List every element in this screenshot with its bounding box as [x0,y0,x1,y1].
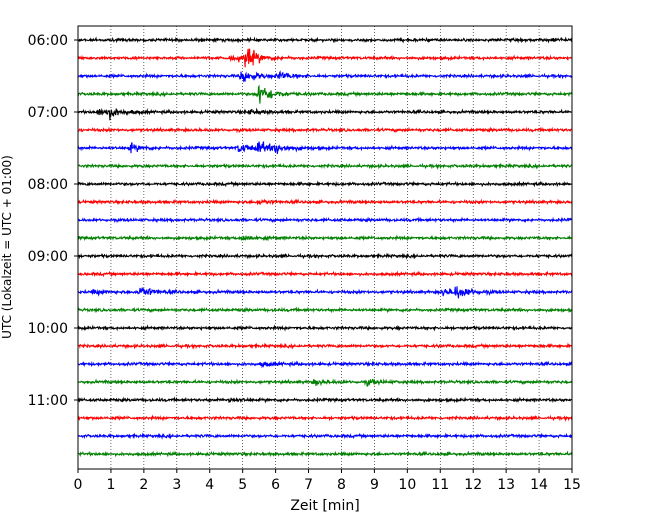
trace-0845 [77,234,573,242]
plot-background [78,26,572,469]
trace-1130 [77,432,573,440]
trace-1045 [77,378,573,387]
x-tick-label: 0 [74,477,83,493]
x-tick-label: 2 [139,477,148,493]
trace-1015 [77,342,573,351]
trace-0815 [77,198,573,206]
x-tick-label: 5 [238,477,247,493]
trace-0830 [77,216,573,224]
trace-0715 [77,126,573,134]
trace-0615 [77,48,573,68]
y-axis-title: UTC (Lokalzeit = UTC + 01:00) [0,155,14,339]
trace-0930 [77,286,573,299]
trace-0915 [77,270,573,278]
y-tick-label: 06:00 [28,33,68,49]
trace-0800 [77,180,573,188]
x-tick-label: 9 [370,477,379,493]
trace-0900 [77,252,573,260]
x-tick-label: 3 [172,477,181,493]
trace-1100 [77,396,573,404]
x-tick-label: 15 [563,477,581,493]
trace-0700 [77,107,573,121]
y-tick-label: 09:00 [28,249,68,265]
y-tick-label: 10:00 [28,321,68,337]
seismic-traces [77,36,573,458]
trace-0600 [77,36,573,44]
trace-0630 [77,70,573,83]
x-tick-label: 12 [464,477,482,493]
y-axis: 06:00 07:00 08:00 09:00 10:00 11:00 [28,33,78,409]
y-tick-label: 08:00 [28,177,68,193]
x-tick-label: 6 [271,477,280,493]
x-tick-label: 13 [497,477,515,493]
trace-1000 [77,324,573,332]
x-tick-label: 4 [205,477,214,493]
x-axis-title: Zeit [min] [290,498,359,514]
x-tick-label: 7 [304,477,313,493]
y-tick-label: 07:00 [28,105,68,121]
x-tick-label: 14 [530,477,548,493]
x-tick-label: 10 [398,477,416,493]
trace-0645 [77,84,573,104]
trace-1115 [77,414,573,423]
x-axis: 0 1 2 3 4 5 6 7 8 9 10 11 12 13 14 15 [74,469,581,493]
trace-1030 [77,360,573,369]
trace-0745 [78,162,573,171]
y-tick-label: 11:00 [28,393,68,409]
x-tick-label: 11 [431,477,449,493]
trace-0945 [77,306,573,314]
x-tick-label: 8 [337,477,346,493]
x-tick-label: 1 [106,477,115,493]
trace-1145 [77,450,573,458]
trace-0730 [77,141,573,155]
plot-frame [77,25,573,470]
